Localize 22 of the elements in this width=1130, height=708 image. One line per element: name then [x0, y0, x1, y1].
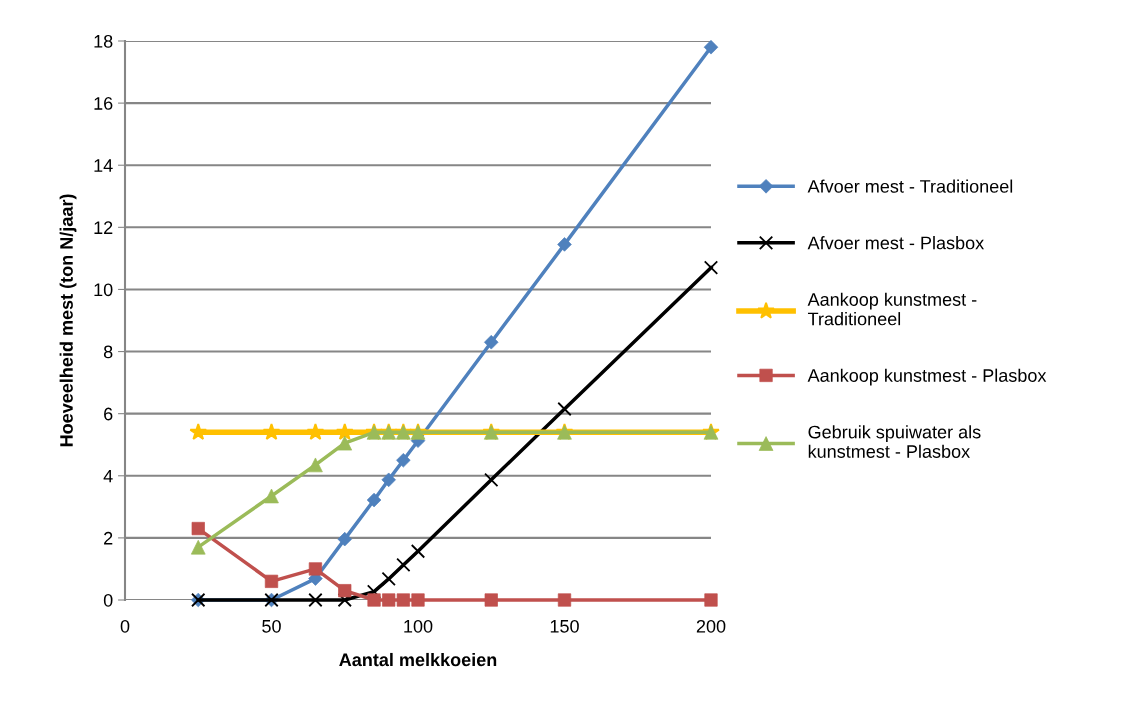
y-tick-label: 10: [94, 283, 113, 297]
y-tick-label: 2: [104, 531, 113, 545]
y-tick-label: 16: [94, 97, 113, 110]
y-tick-label: 12: [94, 221, 113, 234]
y-tick-label: 0: [103, 593, 113, 607]
y-tick-label: 18: [94, 34, 113, 48]
x-tick-label: 100: [404, 619, 433, 633]
x-tick-label: 150: [550, 619, 579, 633]
legend-label: Aankoop kunstmest - Traditioneel: [807, 292, 977, 326]
x-tick-label: 200: [696, 619, 726, 633]
legend-label: Gebruik spuiwater als kunstmest - Plasbox: [808, 425, 981, 458]
legend-label: Aankoop kunstmest - Plasbox: [807, 368, 1047, 386]
x-tick-label: 0: [120, 619, 130, 633]
legend-label: Afvoer mest - Plasbox: [807, 236, 984, 250]
y-tick-label: 8: [103, 345, 113, 359]
x-axis-title: Aantal melkkoeien: [339, 652, 497, 667]
x-tick-label: 50: [262, 619, 281, 633]
y-tick-label: 6: [104, 407, 113, 421]
legend-label: Afvoer mest - Traditioneel: [807, 179, 1013, 193]
y-axis-title: Hoeveelheid mest (ton N/jaar): [59, 194, 77, 447]
y-tick-label: 14: [94, 159, 113, 172]
y-tick-label: 4: [103, 469, 113, 483]
